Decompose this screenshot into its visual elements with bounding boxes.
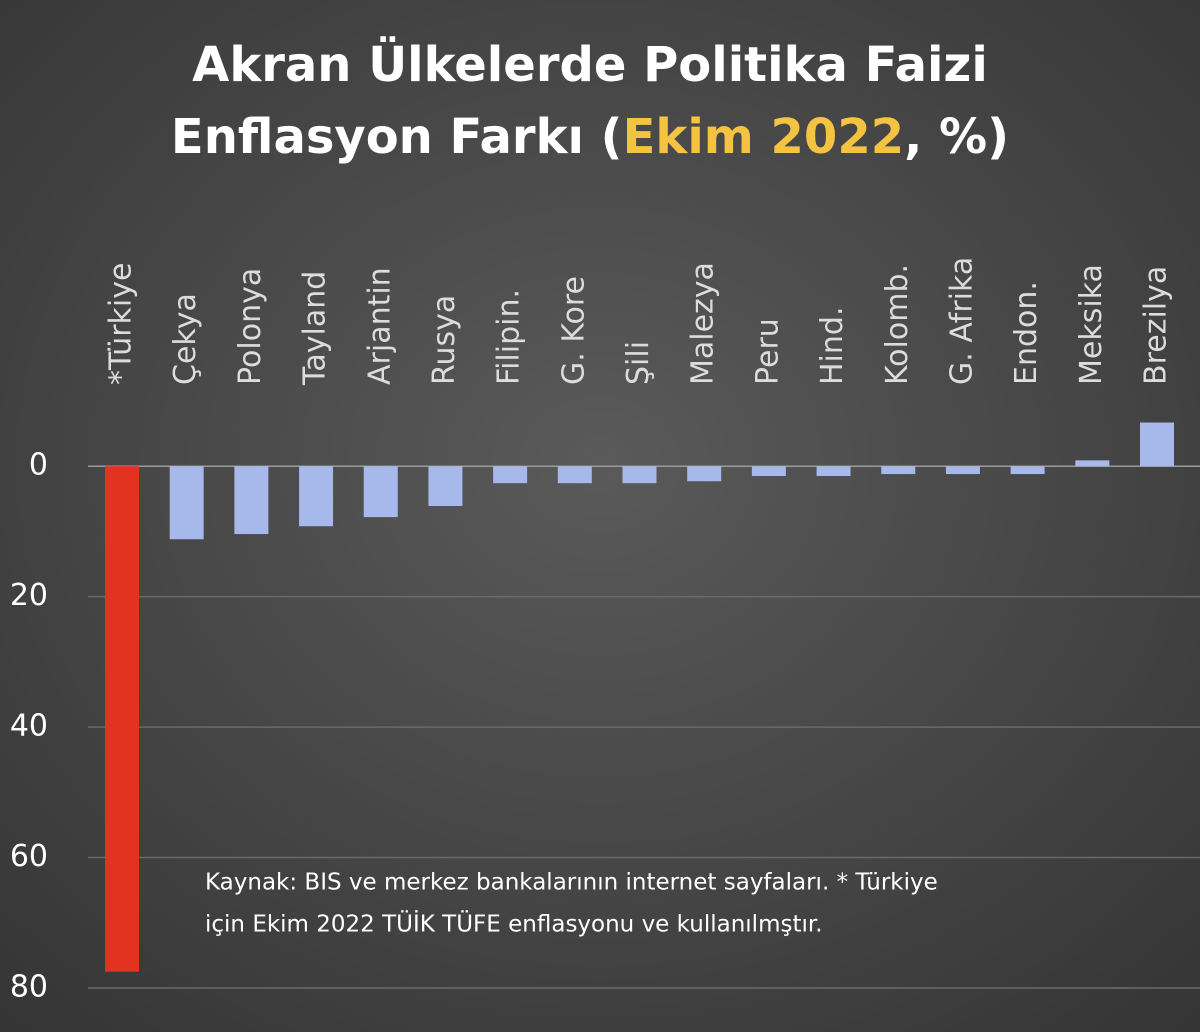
x-tick-label: Rusya bbox=[427, 295, 462, 385]
x-tick-label: Kolomb. bbox=[880, 264, 915, 385]
note: Kaynak: BIS ve merkez bankalarının inter… bbox=[205, 870, 938, 896]
x-tick-label: Filipin. bbox=[492, 289, 527, 385]
bar bbox=[945, 466, 980, 475]
bar bbox=[1010, 466, 1045, 475]
bar bbox=[1140, 422, 1174, 467]
y-tick-label: 20 bbox=[10, 578, 48, 613]
chart-title: Enflasyon Farkı (Ekim 2022, %) bbox=[171, 109, 1009, 165]
bar bbox=[234, 466, 269, 535]
bar bbox=[493, 466, 528, 484]
x-tick-label: Meksika bbox=[1074, 264, 1109, 385]
bar bbox=[816, 466, 851, 477]
x-tick-label: G. Afrika bbox=[944, 257, 979, 385]
x-tick-label: Arjantin bbox=[362, 267, 397, 385]
x-tick-label: Şili bbox=[621, 341, 656, 385]
title-highlight: Ekim 2022 bbox=[623, 109, 904, 165]
bar bbox=[169, 466, 204, 540]
bar bbox=[428, 466, 463, 507]
x-tick-label: Tayland bbox=[298, 271, 333, 386]
bar bbox=[687, 466, 722, 482]
y-tick-label: 40 bbox=[10, 709, 48, 744]
x-tick-label: Malezya bbox=[686, 262, 721, 385]
bar bbox=[299, 466, 334, 527]
y-tick-label: 0 bbox=[29, 448, 48, 483]
bar bbox=[363, 466, 398, 518]
title-part: Enflasyon Farkı ( bbox=[171, 109, 623, 165]
bar bbox=[105, 466, 139, 972]
chart-title: Akran Ülkelerde Politika Faizi bbox=[192, 36, 988, 93]
title-part: , %) bbox=[904, 109, 1009, 165]
x-tick-label: Hind. bbox=[815, 307, 850, 386]
bar bbox=[881, 466, 916, 475]
y-tick-label: 60 bbox=[10, 839, 48, 874]
x-tick-label: *Türkiye bbox=[104, 263, 139, 385]
x-tick-label: Çekya bbox=[168, 293, 203, 385]
bar bbox=[557, 466, 592, 484]
x-tick-label: Endon. bbox=[1009, 281, 1044, 385]
note: için Ekim 2022 TÜİK TÜFE enflasyonu ve k… bbox=[205, 910, 823, 938]
x-tick-label: Brezilya bbox=[1139, 266, 1174, 385]
y-tick-label: 80 bbox=[10, 970, 48, 1005]
x-tick-label: G. Kore bbox=[556, 276, 591, 385]
x-tick-label: Peru bbox=[750, 318, 785, 385]
x-tick-label: Polonya bbox=[233, 268, 268, 385]
bar bbox=[751, 466, 786, 477]
bar bbox=[622, 466, 657, 484]
bar bbox=[1075, 460, 1110, 467]
plot: 0 20 40 60 80 *Türkiye Çekya Polonya Tayland Arja… bbox=[10, 257, 1200, 1005]
